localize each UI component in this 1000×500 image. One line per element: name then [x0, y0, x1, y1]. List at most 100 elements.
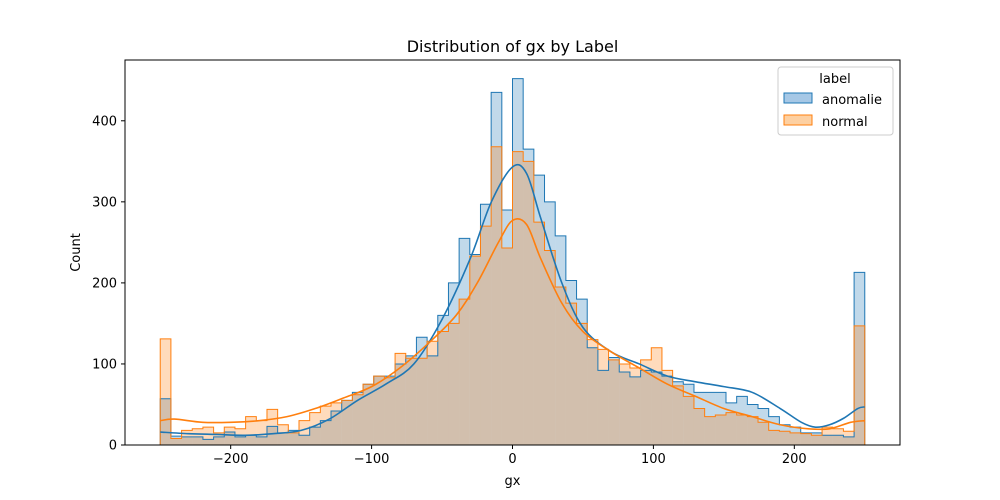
bar-anomalie — [822, 435, 833, 445]
bar-anomalie — [683, 384, 694, 445]
bar-anomalie — [384, 376, 396, 445]
bar-normal — [843, 431, 855, 445]
bar-anomalie — [213, 436, 225, 445]
legend-title: label — [819, 72, 850, 87]
x-axis-label: gx — [505, 474, 521, 489]
bar-anomalie — [800, 432, 812, 445]
bar-normal — [629, 368, 641, 445]
bar-normal — [363, 384, 374, 445]
bar-normal — [395, 353, 406, 445]
bar-anomalie — [672, 381, 684, 445]
bar-anomalie — [181, 436, 193, 445]
bar-anomalie — [256, 436, 267, 445]
y-tick-label: 200 — [92, 276, 117, 291]
bar-anomalie — [832, 435, 844, 445]
bar-normal — [213, 432, 225, 445]
bar-anomalie — [459, 238, 470, 445]
bar-normal — [533, 222, 545, 445]
bar-anomalie — [565, 280, 577, 445]
bar-normal — [832, 428, 844, 445]
bar-anomalie — [619, 372, 630, 445]
legend-swatch-anomalie — [783, 92, 813, 104]
bar-normal — [565, 303, 577, 445]
legend: label anomalie normal — [777, 66, 894, 136]
bar-anomalie — [790, 427, 801, 445]
bar-anomalie — [480, 204, 492, 445]
legend-swatch-normal — [783, 114, 813, 126]
chart-title: Distribution of gx by Label — [407, 37, 619, 56]
bar-normal — [725, 412, 737, 445]
bar-normal — [555, 286, 566, 445]
bar-anomalie — [192, 436, 203, 445]
bar-normal — [469, 256, 481, 445]
bar-anomalie — [352, 392, 364, 445]
bar-anomalie — [640, 370, 652, 445]
bar-normal — [683, 396, 694, 445]
bar-normal — [160, 338, 171, 445]
bar-normal — [299, 420, 310, 445]
bar-normal — [523, 161, 534, 445]
bar-normal — [245, 416, 257, 445]
legend-label-anomalie: anomalie — [822, 93, 882, 108]
bar-normal — [309, 412, 321, 445]
bar-anomalie — [395, 363, 406, 445]
step-outline-anomalie — [159, 78, 866, 445]
bar-normal — [288, 432, 300, 445]
step-outline-normal — [159, 146, 866, 445]
bar-normal — [341, 400, 353, 445]
bar-anomalie — [629, 376, 641, 445]
bar-normal — [587, 339, 598, 445]
bar-normal — [501, 248, 513, 445]
bar-normal — [448, 323, 460, 445]
bar-normal — [491, 146, 502, 445]
bar-anomalie — [661, 376, 673, 445]
bar-normal — [277, 424, 289, 445]
bar-anomalie — [448, 282, 460, 445]
bar-anomalie — [854, 272, 865, 445]
bar-normal — [170, 438, 182, 445]
bar-anomalie — [405, 355, 417, 445]
y-tick-label: 100 — [92, 357, 117, 372]
bar-anomalie — [170, 436, 182, 445]
bar-normal — [822, 427, 833, 445]
bar-anomalie — [693, 392, 705, 445]
bar-normal — [384, 377, 396, 445]
bar-normal — [373, 376, 385, 445]
bar-anomalie — [608, 357, 620, 445]
bar-anomalie — [715, 392, 726, 445]
bar-normal — [619, 363, 630, 445]
bar-normal — [758, 422, 769, 445]
bar-normal — [576, 323, 588, 445]
bar-normal — [405, 358, 417, 445]
bar-anomalie — [501, 209, 513, 445]
bar-normal — [202, 427, 214, 445]
x-tick-label: 100 — [641, 452, 666, 467]
bar-normal — [544, 250, 556, 445]
bar-normal — [693, 408, 705, 445]
bar-normal — [715, 415, 726, 445]
bar-anomalie — [427, 355, 438, 445]
bar-normal — [854, 325, 865, 445]
legend-label-normal: normal — [822, 115, 868, 130]
bar-anomalie — [373, 376, 385, 445]
bar-anomalie — [234, 436, 246, 445]
bar-normal — [704, 416, 716, 445]
bar-anomalie — [587, 347, 598, 445]
bar-anomalie — [843, 436, 855, 445]
bar-normal — [790, 432, 801, 445]
bar-anomalie — [341, 400, 353, 445]
bar-anomalie — [469, 254, 481, 445]
bar-anomalie — [576, 299, 588, 445]
bar-normal — [651, 347, 662, 445]
bar-normal — [747, 416, 759, 445]
bar-normal — [266, 409, 278, 445]
bar-normal — [459, 299, 470, 445]
y-tick-label: 400 — [92, 114, 117, 129]
y-tick-label: 0 — [109, 439, 117, 454]
bar-normal — [427, 341, 438, 445]
bar-normal — [768, 430, 780, 445]
bar-anomalie — [202, 439, 214, 445]
bar-anomalie — [437, 315, 449, 445]
bar-normal — [597, 349, 609, 445]
bar-normal — [352, 394, 364, 445]
